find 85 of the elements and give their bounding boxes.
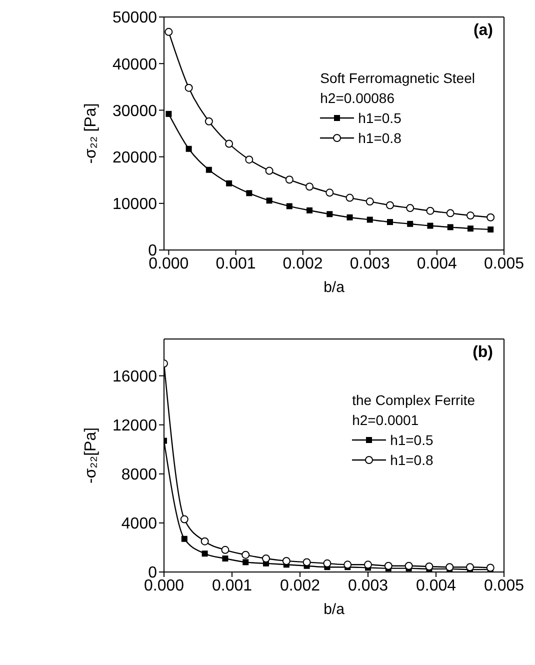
point [184,84,193,92]
point [302,558,311,566]
x-axis-title: b/a [324,279,346,296]
point [282,556,290,565]
x-tick-label: 0.003 [350,255,390,272]
point [467,226,474,232]
legend-label: h1=0.5 [390,431,434,450]
point [344,560,352,569]
annotation: (a) [473,22,493,40]
y-axis-title: -σ₂₂ [Pa] [82,103,100,164]
point [266,198,272,204]
point [202,550,208,557]
annotation: h2=0.0001 [352,411,420,430]
point [466,563,474,572]
x-tick-label: 0.002 [280,577,320,594]
point [245,156,254,164]
point [446,209,454,218]
legend-title: Soft Ferromagnetic Steel [320,69,475,88]
point [180,515,188,524]
x-tick-label: 0.001 [212,577,252,594]
x-axis-title: b/a [324,601,346,618]
legend-label: h1=0.8 [358,129,402,148]
point [326,211,333,218]
point [323,559,332,568]
point [166,110,172,117]
point [386,201,394,210]
point [306,207,313,214]
x-tick-label: 0.005 [484,255,524,272]
y-tick-label: 4000 [121,516,158,533]
point [285,176,294,184]
point [364,560,372,569]
y-axis-title: -σ₂₂[Pa] [82,427,100,484]
y-tick-label: 16000 [112,368,158,386]
y-tick-label: 50000 [112,10,158,27]
y-tick-label: 10000 [112,196,158,214]
point [181,536,188,542]
point [486,213,495,222]
point [346,194,354,202]
x-tick-label: 0.004 [416,577,456,594]
point [326,188,334,197]
point [406,204,414,212]
y-tick-label: 40000 [112,56,158,74]
point [407,220,414,227]
point [221,546,230,554]
x-tick-label: 0.005 [484,577,524,594]
point [164,28,173,36]
y-tick-label: 8000 [121,466,158,484]
y-tick-label: 30000 [112,102,158,120]
point [204,117,213,126]
point [346,214,353,220]
point [366,198,374,206]
annotation: (b) [472,344,493,362]
point [384,562,392,570]
point [426,206,434,215]
point [242,559,249,566]
point [206,166,212,173]
legend-title: the Complex Ferrite [352,391,475,410]
x-tick-label: 0.002 [282,255,323,272]
legend-label: h1=0.8 [390,451,434,470]
point [226,180,232,186]
point [186,146,192,152]
point [446,563,454,572]
y-tick-label: 20000 [112,149,158,166]
annotation: h2=0.00086 [320,89,396,108]
point [306,182,314,191]
point [286,203,292,210]
point [466,212,474,220]
point [404,562,413,570]
point [225,140,234,148]
y-tick-label: 12000 [112,418,158,435]
x-tick-label: 0.004 [416,255,458,272]
point [246,190,252,196]
x-tick-label: 0.003 [348,577,388,594]
point [242,550,250,559]
point [222,556,228,562]
point [386,219,393,226]
legend-label: h1=0.5 [358,109,402,128]
point [265,166,274,175]
point [427,222,434,229]
point [425,562,434,570]
point [447,224,454,230]
point [366,216,373,223]
point [200,537,209,546]
x-tick-label: 0.001 [216,255,256,272]
point [488,226,494,232]
